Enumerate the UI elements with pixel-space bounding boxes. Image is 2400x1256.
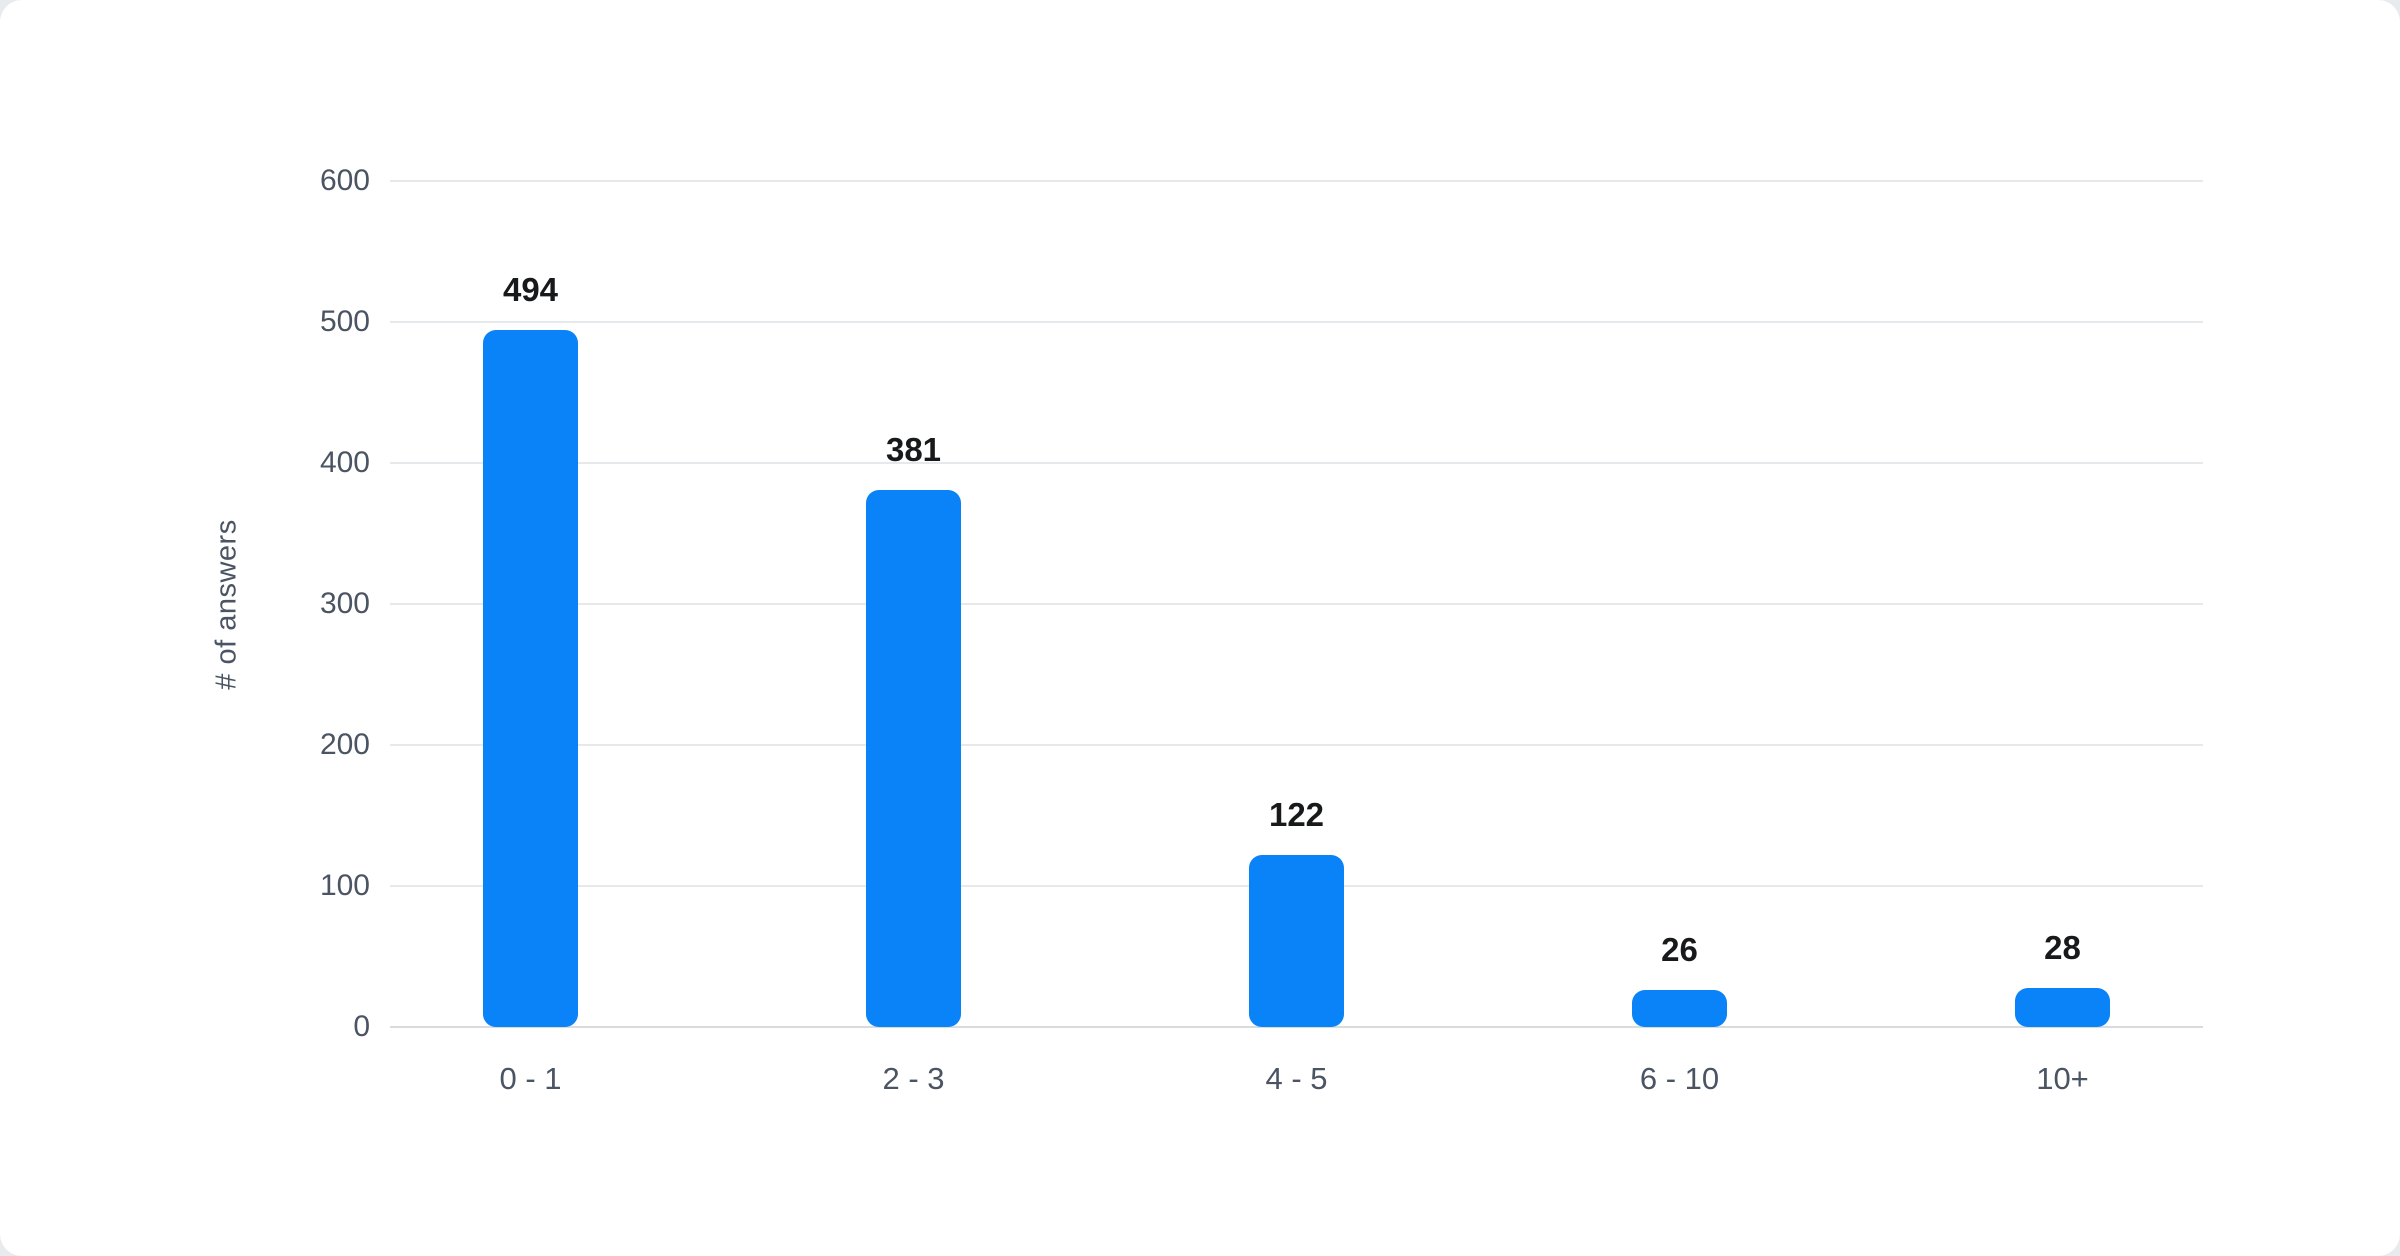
y-tick-label: 200	[319, 728, 370, 761]
bar-band: 122	[1105, 181, 1488, 1027]
x-axis-labels: 0 - 1 2 - 3 4 - 5 6 - 10 10+	[339, 1063, 2254, 1094]
x-axis-line	[390, 1026, 2203, 1028]
plot-area: 0 100 200 300 400 500 600 494 381 122 26 28 0 - 1 2…	[320, 166, 2203, 1094]
y-tick-label: 500	[319, 305, 370, 338]
bars-container: 494 381 122 26 28	[339, 181, 2254, 1027]
x-tick-label: 2 - 3	[882, 1061, 945, 1096]
bar	[1632, 990, 1727, 1027]
bar-value-label: 26	[1661, 931, 1698, 969]
y-tick-label: 400	[319, 446, 370, 479]
bar-band: 28	[1871, 181, 2254, 1027]
y-tick-label: 300	[319, 587, 370, 620]
bar	[2015, 987, 2110, 1027]
bar-value-label: 494	[502, 271, 559, 309]
gridline	[390, 321, 2203, 323]
bar-band: 494	[339, 181, 722, 1027]
bar	[866, 489, 961, 1027]
y-tick-label: 600	[319, 164, 370, 197]
bar-band: 381	[722, 181, 1105, 1027]
bar-value-label: 28	[2044, 928, 2081, 966]
gridline	[390, 744, 2203, 746]
bar-value-label: 381	[885, 430, 942, 468]
bar	[1249, 854, 1344, 1027]
x-tick-label: 4 - 5	[1265, 1061, 1328, 1096]
gridline	[390, 603, 2203, 605]
y-tick-label: 0	[353, 1010, 370, 1043]
gridline	[390, 180, 2203, 182]
bar-band: 26	[1488, 181, 1871, 1027]
y-tick-label: 100	[319, 869, 370, 902]
bar	[483, 330, 578, 1027]
gridline	[390, 462, 2203, 464]
x-tick-label: 6 - 10	[1639, 1061, 1720, 1096]
x-tick-label: 0 - 1	[499, 1061, 562, 1096]
bar-value-label: 122	[1268, 795, 1325, 833]
x-tick-label: 10+	[2036, 1061, 2089, 1096]
